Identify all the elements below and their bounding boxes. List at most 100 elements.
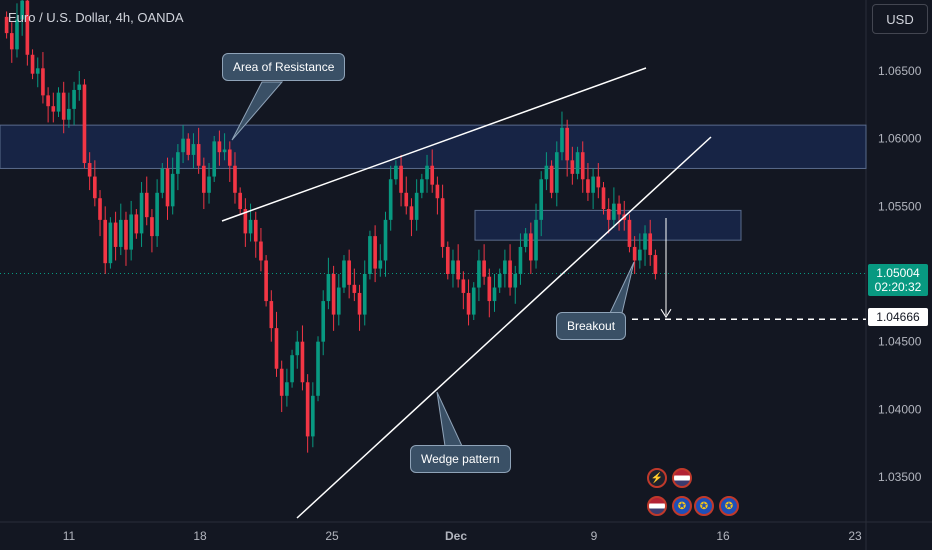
candle <box>352 284 357 293</box>
candle <box>368 236 372 274</box>
y-tick-label: 1.03500 <box>878 470 922 484</box>
candle <box>435 184 440 199</box>
candle <box>451 260 455 274</box>
candle <box>638 249 642 261</box>
us-flag-icon[interactable] <box>647 496 667 516</box>
candle <box>243 209 248 234</box>
candle <box>165 168 170 207</box>
candle <box>471 287 476 315</box>
x-tick-label: 9 <box>591 529 598 543</box>
x-tick-label: Dec <box>445 529 467 543</box>
candle <box>144 192 149 218</box>
candle <box>196 144 201 166</box>
wedge-callout[interactable]: Wedge pattern <box>410 445 511 473</box>
candle <box>30 54 35 74</box>
candle <box>445 246 450 274</box>
breakout-callout-pointer <box>609 261 635 314</box>
candle <box>46 95 50 107</box>
resistance-callout[interactable]: Area of Resistance <box>222 53 346 81</box>
candle <box>570 160 575 174</box>
candle <box>108 222 113 264</box>
candle <box>279 368 284 396</box>
candle <box>466 292 471 315</box>
candle <box>326 274 331 302</box>
candle <box>248 219 253 234</box>
candle <box>9 33 14 50</box>
candle <box>56 92 61 112</box>
candle <box>25 0 30 55</box>
candle <box>4 16 9 34</box>
candle <box>93 176 97 199</box>
candle <box>606 209 611 220</box>
candle <box>414 192 419 220</box>
candle <box>191 144 196 155</box>
candle <box>336 287 341 315</box>
candle <box>264 260 268 302</box>
candle <box>347 260 351 285</box>
wedge-callout-pointer <box>436 391 463 447</box>
candle <box>430 165 435 185</box>
candle <box>290 355 294 383</box>
candle <box>648 233 653 256</box>
candle <box>222 149 227 153</box>
candle <box>176 152 180 174</box>
candle <box>118 219 123 247</box>
candle <box>549 165 554 193</box>
candle <box>238 192 242 210</box>
eu-flag-icon[interactable]: ✪ <box>694 496 714 516</box>
last-price-tag: 1.05004 02:20:32 <box>868 264 928 296</box>
candle <box>285 382 289 396</box>
candle <box>233 165 237 193</box>
candle <box>41 68 45 96</box>
y-tick-label: 1.04000 <box>878 402 922 416</box>
candle <box>586 179 590 193</box>
candle <box>461 279 466 293</box>
candle <box>103 219 108 264</box>
candle <box>124 219 128 250</box>
candle <box>404 192 409 207</box>
candle <box>155 192 159 237</box>
candle <box>274 328 279 369</box>
candle <box>529 233 533 261</box>
currency-button[interactable]: USD <box>872 4 928 34</box>
candle <box>295 341 300 356</box>
candle <box>15 19 19 50</box>
lightning-icon[interactable]: ⚡ <box>647 468 667 488</box>
candle <box>560 127 564 153</box>
last-price-value: 1.05004 <box>876 266 920 280</box>
candle <box>305 382 310 437</box>
candle <box>342 260 346 288</box>
candle <box>160 168 165 193</box>
candle <box>212 141 217 177</box>
candle <box>601 187 606 210</box>
breakout-callout[interactable]: Breakout <box>556 312 627 340</box>
candle <box>425 165 429 180</box>
candle <box>653 255 658 274</box>
candle <box>207 176 211 193</box>
target-price-tag: 1.04666 <box>868 308 928 326</box>
candle <box>388 179 393 220</box>
y-tick-label: 1.06000 <box>878 132 922 146</box>
candle <box>186 138 191 155</box>
candle <box>87 163 92 177</box>
candle <box>409 206 414 220</box>
us-flag-icon[interactable] <box>672 468 692 488</box>
candle <box>617 203 621 215</box>
resistance-callout-pointer <box>231 81 284 141</box>
candle <box>150 217 154 237</box>
candle <box>67 108 71 120</box>
candle <box>98 198 102 220</box>
candle <box>632 246 637 261</box>
candle <box>316 341 320 396</box>
eu-flag-icon[interactable]: ✪ <box>672 496 692 516</box>
candle <box>61 92 66 120</box>
candle <box>72 89 76 109</box>
x-tick-label: 18 <box>193 529 207 543</box>
resistance-zone <box>0 124 867 169</box>
eu-flag-icon[interactable]: ✪ <box>719 496 739 516</box>
candle <box>181 138 185 153</box>
candle <box>482 260 486 277</box>
candle <box>134 214 139 234</box>
